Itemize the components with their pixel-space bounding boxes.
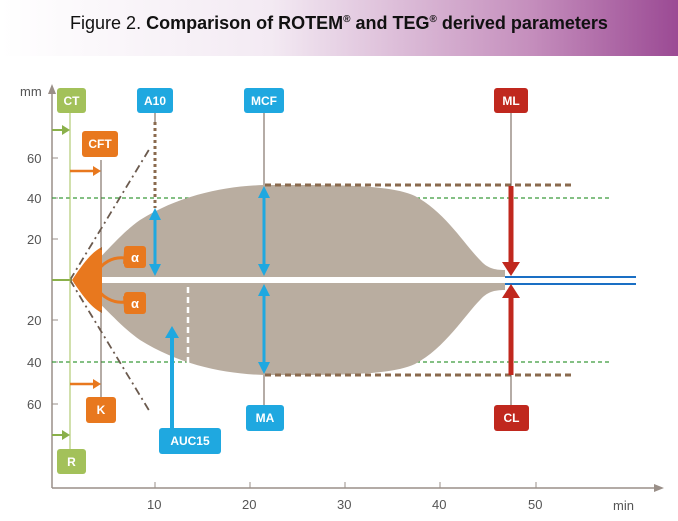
auc15-label-box: AUC15 [159, 428, 221, 454]
ct-green-arrow [52, 125, 70, 135]
title-part-3: derived parameters [436, 13, 608, 33]
k-label: K [97, 403, 106, 417]
alpha-bottom-label: α [131, 296, 139, 311]
y-tick-top-20: 20 [27, 232, 41, 247]
y-axis-unit: mm [20, 84, 42, 99]
mcf-label-box: MCF [244, 88, 284, 113]
figure-label: Figure 2. [70, 13, 142, 33]
auc15-arrowhead [165, 326, 179, 338]
alpha-top-label: α [131, 250, 139, 265]
a10-label-box: A10 [137, 88, 173, 113]
title-part-2: and TEG [350, 13, 430, 33]
ml-label: ML [502, 94, 519, 108]
y-tick-bottom-60: 60 [27, 397, 41, 412]
x-tick-30: 30 [337, 497, 351, 512]
alpha-tangent-bottom [69, 279, 151, 413]
alpha-top-label-box: α [124, 246, 146, 268]
cft-label-box: CFT [82, 131, 118, 157]
cl-arrowhead [502, 284, 520, 298]
x-axis [52, 484, 664, 492]
r-label: R [67, 455, 76, 469]
ct-label-box: CT [57, 88, 86, 113]
center-gap [62, 277, 522, 283]
registered-mark-2: ® [429, 14, 437, 25]
x-tick-10: 10 [147, 497, 161, 512]
ct-label: CT [64, 94, 81, 108]
cl-label: CL [504, 411, 520, 425]
initial-clot-wedge [72, 247, 102, 313]
k-orange-arrow [70, 379, 101, 389]
auc15-label: AUC15 [170, 434, 210, 448]
ml-arrowhead [502, 262, 520, 276]
y-tick-top-40: 40 [27, 191, 41, 206]
a10-label: A10 [144, 94, 166, 108]
cft-orange-arrow [70, 166, 101, 176]
ma-label: MA [256, 411, 275, 425]
cft-label: CFT [88, 137, 112, 151]
r-green-arrow [52, 430, 70, 440]
mcf-label: MCF [251, 94, 277, 108]
alpha-arrowhead-bottom-left [89, 282, 100, 294]
r-label-box: R [57, 449, 86, 474]
x-axis-unit: min [613, 498, 634, 513]
ma-label-box: MA [246, 405, 284, 431]
registered-mark-1: ® [343, 14, 351, 25]
x-tick-marks [154, 482, 537, 488]
alpha-bottom-label-box: α [124, 292, 146, 314]
figure-title: Figure 2. Comparison of ROTEM® and TEG® … [0, 13, 678, 34]
x-tick-20: 20 [242, 497, 256, 512]
alpha-arrowhead-top-left [89, 266, 100, 278]
cl-label-box: CL [494, 405, 529, 431]
y-axis [48, 84, 56, 488]
y-tick-top-60: 60 [27, 151, 41, 166]
title-part-1: Comparison of ROTEM [146, 13, 344, 33]
title-bar: Figure 2. Comparison of ROTEM® and TEG® … [0, 0, 678, 56]
ml-label-box: ML [494, 88, 528, 113]
k-label-box: K [86, 397, 116, 423]
y-tick-bottom-20: 20 [27, 313, 41, 328]
y-tick-bottom-40: 40 [27, 355, 41, 370]
x-tick-40: 40 [432, 497, 446, 512]
alpha-tangent-top [69, 147, 151, 281]
x-tick-50: 50 [528, 497, 542, 512]
